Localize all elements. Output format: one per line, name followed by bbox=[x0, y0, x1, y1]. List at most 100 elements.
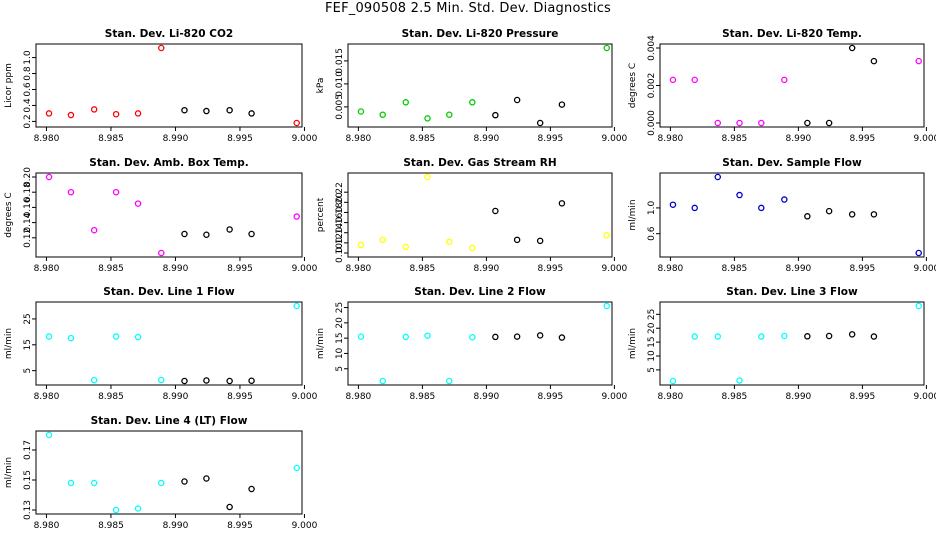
data-point bbox=[915, 57, 922, 65]
data-point bbox=[357, 333, 365, 340]
y-tick-label: 0.16 bbox=[335, 212, 345, 232]
data-point bbox=[848, 211, 856, 218]
data-point bbox=[825, 207, 833, 215]
chart-panel-10: Stan. Dev. Line 4 (LT) Flow 8.980 8.985 8.9… bbox=[4, 415, 318, 531]
data-point bbox=[181, 377, 188, 385]
panel-title: Stan. Dev. Line 1 Flow bbox=[103, 286, 235, 298]
data-point bbox=[293, 213, 300, 220]
data-point bbox=[112, 110, 120, 118]
data-point bbox=[402, 99, 410, 106]
data-point bbox=[402, 243, 410, 251]
data-point bbox=[203, 377, 210, 384]
chart-panel-4: Stan. Dev. Amb. Box Temp. 8.980 8.985 8.990… bbox=[4, 157, 318, 274]
y-tick-label: 20 bbox=[335, 317, 345, 329]
data-point bbox=[203, 475, 210, 482]
x-tick-label: 8.990 bbox=[786, 392, 812, 402]
y-tick-label: 0.16 bbox=[23, 197, 33, 217]
data-point bbox=[758, 333, 765, 340]
y-tick-label: 0.010 bbox=[335, 71, 345, 97]
y-axis-label: ml/min bbox=[628, 199, 638, 230]
y-tick-label: 0.12 bbox=[335, 233, 345, 253]
chart-panel-5: Stan. Dev. Gas Stream RH 8.980 8.985 8.990 8… bbox=[316, 157, 628, 274]
x-tick-label: 8.985 bbox=[98, 392, 124, 402]
y-tick-label: 0.4 bbox=[23, 98, 33, 113]
data-point bbox=[781, 196, 788, 203]
x-tick-label: 8.990 bbox=[786, 134, 812, 144]
y-axis-label: percent bbox=[316, 197, 326, 232]
x-tick-label: 8.990 bbox=[474, 264, 500, 274]
x-tick-label: 8.980 bbox=[346, 264, 372, 274]
y-tick-label: 15 bbox=[335, 332, 345, 343]
data-point bbox=[669, 377, 677, 385]
data-point bbox=[804, 119, 811, 127]
data-point bbox=[67, 479, 75, 487]
data-point bbox=[446, 238, 453, 246]
x-tick-label: 9.000 bbox=[292, 392, 318, 402]
data-point bbox=[379, 111, 386, 118]
data-point bbox=[691, 204, 698, 212]
data-point bbox=[848, 44, 856, 52]
x-tick-label: 8.990 bbox=[163, 134, 189, 144]
data-point bbox=[536, 237, 544, 245]
data-point bbox=[293, 119, 300, 127]
y-tick-label: 0.20 bbox=[335, 192, 345, 212]
chart-panel-8: Stan. Dev. Line 2 Flow 8.980 8.985 8.990 8.9… bbox=[316, 286, 628, 402]
data-point bbox=[45, 173, 53, 181]
data-point bbox=[804, 333, 811, 340]
data-point bbox=[603, 232, 610, 239]
chart-panel-6: Stan. Dev. Sample Flow 8.980 8.985 8.990 8.9… bbox=[628, 157, 936, 274]
data-point bbox=[424, 173, 431, 181]
x-tick-label: 8.980 bbox=[34, 264, 60, 274]
panel-title: Stan. Dev. Sample Flow bbox=[722, 157, 862, 169]
y-tick-label: 0.002 bbox=[647, 73, 657, 99]
y-axis-label: ml/min bbox=[628, 328, 638, 359]
plot-frame bbox=[35, 43, 303, 128]
y-tick-label: 0.8 bbox=[23, 66, 33, 81]
data-point bbox=[669, 201, 677, 208]
data-point bbox=[558, 101, 566, 108]
y-tick-label: 0.14 bbox=[23, 212, 33, 232]
y-tick-label: 0.004 bbox=[647, 35, 657, 61]
data-point bbox=[248, 230, 255, 238]
x-tick-label: 8.995 bbox=[227, 264, 253, 274]
data-point bbox=[558, 200, 566, 207]
data-point bbox=[379, 377, 386, 385]
data-point bbox=[915, 302, 922, 310]
data-point bbox=[758, 204, 765, 212]
y-tick-label: 0.015 bbox=[335, 48, 345, 74]
x-tick-label: 8.980 bbox=[34, 392, 60, 402]
panel-title: Stan. Dev. Li-820 Pressure bbox=[402, 28, 559, 40]
x-tick-label: 9.000 bbox=[914, 392, 936, 402]
data-point bbox=[781, 76, 788, 84]
x-tick-label: 8.985 bbox=[722, 392, 748, 402]
data-point bbox=[870, 211, 878, 218]
x-tick-label: 9.000 bbox=[292, 264, 318, 274]
x-tick-label: 8.985 bbox=[410, 134, 436, 144]
y-axis-label: kPa bbox=[316, 78, 326, 94]
data-point bbox=[158, 44, 165, 52]
plot-frame bbox=[35, 172, 303, 258]
data-point bbox=[848, 331, 856, 338]
x-tick-label: 8.980 bbox=[346, 134, 372, 144]
plot-frame bbox=[35, 301, 303, 386]
data-point bbox=[781, 332, 788, 340]
x-tick-label: 8.995 bbox=[850, 134, 876, 144]
x-tick-label: 8.995 bbox=[538, 134, 564, 144]
figure-title: FEF_090508 2.5 Min. Std. Dev. Diagnostic… bbox=[324, 1, 612, 16]
x-tick-label: 8.995 bbox=[850, 392, 876, 402]
data-point bbox=[90, 376, 98, 384]
panel-title: Stan. Dev. Li-820 CO2 bbox=[105, 28, 233, 40]
data-point bbox=[357, 108, 365, 115]
x-tick-label: 8.980 bbox=[658, 264, 684, 274]
y-axis-label: Licor ppm bbox=[4, 63, 14, 108]
x-tick-label: 8.990 bbox=[163, 264, 189, 274]
data-point bbox=[45, 110, 53, 117]
y-tick-label: 5 bbox=[647, 367, 657, 373]
x-tick-label: 8.985 bbox=[98, 521, 124, 531]
x-tick-label: 8.980 bbox=[658, 392, 684, 402]
chart-panel-2: Stan. Dev. Li-820 Pressure 8.980 8.985 8.99… bbox=[316, 28, 628, 144]
panel-title: Stan. Dev. Line 4 (LT) Flow bbox=[91, 415, 248, 427]
y-tick-label: 15 bbox=[647, 336, 657, 347]
x-tick-label: 9.000 bbox=[914, 264, 936, 274]
plot-frame bbox=[659, 172, 925, 258]
